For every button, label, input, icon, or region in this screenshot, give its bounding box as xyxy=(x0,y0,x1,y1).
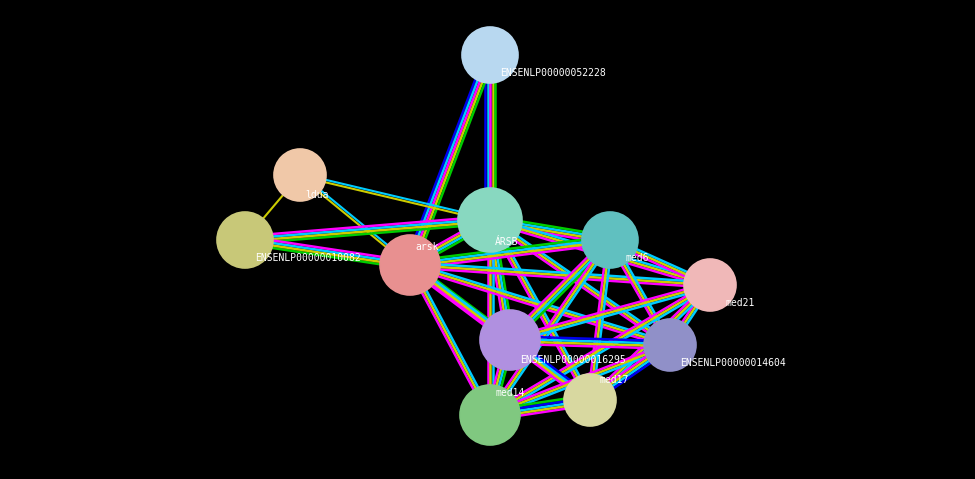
Text: med14: med14 xyxy=(495,388,525,398)
Circle shape xyxy=(460,385,520,445)
Text: ENSENLP00000010082: ENSENLP00000010082 xyxy=(255,253,361,263)
Text: med6: med6 xyxy=(625,253,648,263)
Text: arsk: arsk xyxy=(415,242,439,252)
Circle shape xyxy=(274,149,326,201)
Circle shape xyxy=(684,259,736,311)
Text: ldua: ldua xyxy=(305,190,329,200)
Circle shape xyxy=(462,27,518,83)
Text: ENSENLP00000014604: ENSENLP00000014604 xyxy=(680,358,786,368)
Text: med21: med21 xyxy=(725,298,755,308)
Circle shape xyxy=(564,374,616,426)
Circle shape xyxy=(380,235,440,295)
Circle shape xyxy=(217,212,273,268)
Text: ÁRSB: ÁRSB xyxy=(495,237,519,247)
Circle shape xyxy=(582,212,638,268)
Circle shape xyxy=(480,310,540,370)
Circle shape xyxy=(458,188,522,252)
Text: med17: med17 xyxy=(600,375,630,385)
Circle shape xyxy=(644,319,696,371)
Text: ENSENLP00000052228: ENSENLP00000052228 xyxy=(500,68,605,78)
Text: ENSENLP00000016295: ENSENLP00000016295 xyxy=(520,355,626,365)
